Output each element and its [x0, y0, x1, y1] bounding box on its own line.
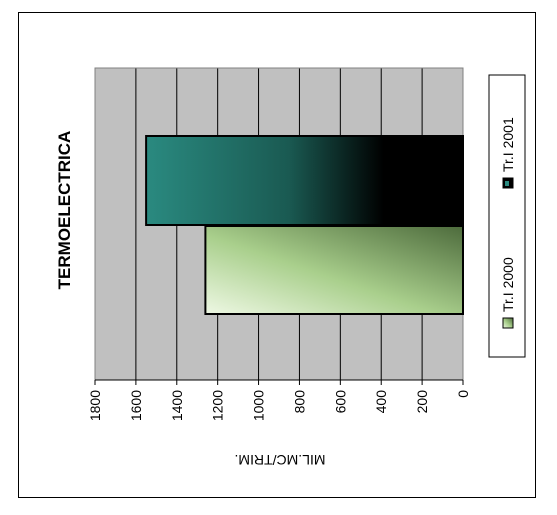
tick-label-1000: 1000: [251, 390, 267, 421]
tick-label-200: 200: [414, 390, 430, 414]
tick-label-800: 800: [291, 390, 307, 414]
tick-label-400: 400: [373, 390, 389, 414]
value-axis: 0 200 400 600 800 1000 1200 1400 1600 1800: [87, 379, 471, 421]
bar-tr-i-2000: [204, 225, 464, 315]
chart-title: TERMOELECTRICA: [55, 131, 74, 290]
legend: Tr.I 2000 Tr.I 2001: [488, 74, 526, 358]
tick-label-1200: 1200: [210, 390, 226, 421]
tick-label-0: 0: [455, 390, 471, 398]
legend-swatch-2000: [502, 317, 514, 329]
legend-swatch-2001-inner: [505, 181, 509, 186]
tick-label-600: 600: [332, 390, 348, 414]
tick-label-1800: 1800: [87, 390, 103, 421]
tick-label-1600: 1600: [128, 390, 144, 421]
tick-label-1400: 1400: [169, 390, 185, 421]
bar-tr-i-2001: [145, 135, 464, 226]
legend-box: [488, 74, 526, 358]
bars: [145, 135, 464, 315]
legend-label-2001: Tr.I 2001: [500, 117, 516, 172]
legend-label-2000: Tr.I 2000: [500, 257, 516, 312]
value-axis-label: MIL.MC/TRIM.: [235, 452, 326, 468]
